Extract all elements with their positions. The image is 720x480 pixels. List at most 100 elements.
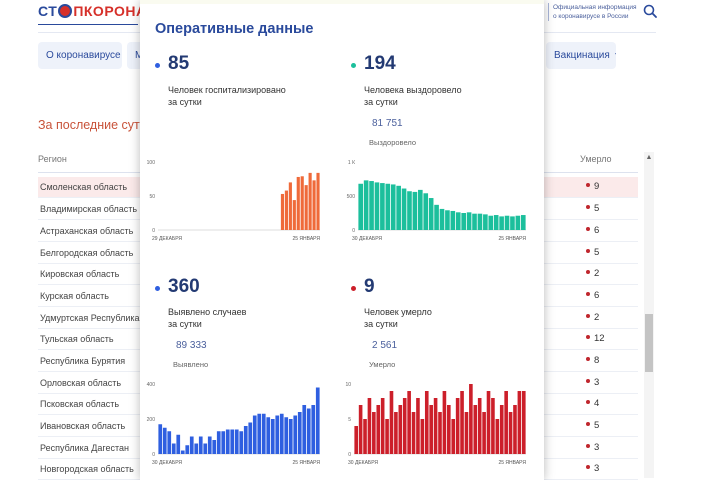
- chart-bar[interactable]: [461, 213, 466, 230]
- chart-bar[interactable]: [420, 419, 425, 454]
- chart-bar[interactable]: [212, 440, 217, 454]
- chart-bar[interactable]: [171, 443, 176, 455]
- table-scrollbar[interactable]: ▲: [644, 152, 654, 478]
- chart-bar[interactable]: [493, 215, 499, 230]
- chart-bar[interactable]: [374, 182, 380, 230]
- chart-bar[interactable]: [252, 415, 257, 455]
- chart-bar[interactable]: [510, 216, 515, 230]
- chart-bar[interactable]: [261, 413, 266, 454]
- chart-bar[interactable]: [517, 391, 522, 454]
- chart-bar[interactable]: [248, 422, 253, 455]
- chart-bar[interactable]: [162, 427, 167, 454]
- chart-bar[interactable]: [266, 417, 271, 454]
- chart-bar[interactable]: [243, 426, 248, 454]
- chart-bar[interactable]: [176, 434, 181, 454]
- chart-bar[interactable]: [439, 208, 445, 230]
- chart-bar[interactable]: [412, 191, 418, 230]
- chart-bar[interactable]: [358, 405, 363, 454]
- chart-bar[interactable]: [407, 391, 411, 454]
- chart-bar[interactable]: [308, 172, 312, 230]
- chart-bar[interactable]: [450, 210, 456, 230]
- chart-bar[interactable]: [358, 183, 364, 230]
- chart-bar[interactable]: [225, 429, 230, 455]
- chart-bar[interactable]: [315, 387, 320, 455]
- chart-bar[interactable]: [293, 415, 298, 455]
- chart-bar[interactable]: [418, 189, 423, 230]
- chart-bar[interactable]: [424, 391, 429, 454]
- column-header-region[interactable]: Регион: [38, 154, 67, 164]
- chart-bar[interactable]: [198, 436, 203, 455]
- chart-bar[interactable]: [311, 405, 316, 454]
- chart-bar[interactable]: [270, 419, 275, 454]
- nav-about-covid[interactable]: О коронавирусе▼: [38, 42, 122, 69]
- chart-bar[interactable]: [416, 398, 420, 454]
- chart-bar[interactable]: [455, 398, 460, 454]
- chart-bar[interactable]: [521, 391, 526, 454]
- chart-bar[interactable]: [396, 185, 401, 230]
- chart-bar[interactable]: [434, 204, 439, 230]
- chart-bar[interactable]: [296, 176, 300, 230]
- chart-bar[interactable]: [473, 405, 478, 454]
- column-header-deaths[interactable]: Умерло: [580, 154, 612, 164]
- chart-bar[interactable]: [189, 436, 194, 455]
- chart-bar[interactable]: [407, 191, 412, 230]
- chart-bar[interactable]: [180, 450, 185, 455]
- chart-bar[interactable]: [451, 419, 456, 454]
- chart-bar[interactable]: [469, 384, 473, 454]
- chart-bar[interactable]: [194, 443, 199, 455]
- chart-bar[interactable]: [495, 419, 500, 454]
- chart-bar[interactable]: [390, 184, 396, 230]
- chart-bar[interactable]: [288, 419, 293, 454]
- chart-bar[interactable]: [402, 398, 407, 454]
- chart-bar[interactable]: [372, 412, 376, 454]
- chart-bar[interactable]: [234, 429, 239, 455]
- chart-bar[interactable]: [292, 200, 296, 230]
- chart-bar[interactable]: [447, 405, 451, 454]
- chart-bar[interactable]: [477, 213, 483, 230]
- chart-bar[interactable]: [280, 193, 285, 230]
- chart-bar[interactable]: [464, 412, 469, 454]
- chart-bar[interactable]: [385, 419, 389, 454]
- chart-bar[interactable]: [302, 405, 307, 454]
- chart-bar[interactable]: [304, 185, 308, 230]
- chart-bar[interactable]: [158, 424, 163, 454]
- chart-bar[interactable]: [284, 190, 288, 230]
- chart-bar[interactable]: [297, 412, 302, 454]
- chart-bar[interactable]: [401, 188, 407, 230]
- chart-bar[interactable]: [207, 436, 212, 455]
- chart-bar[interactable]: [442, 391, 447, 454]
- chart-bar[interactable]: [477, 398, 482, 454]
- chart-bar[interactable]: [380, 398, 385, 454]
- chart-bar[interactable]: [423, 193, 429, 230]
- chart-bar[interactable]: [499, 216, 504, 230]
- chart-bar[interactable]: [429, 405, 433, 454]
- chart-bar[interactable]: [499, 405, 504, 454]
- chart-bar[interactable]: [230, 429, 235, 455]
- chart-bar[interactable]: [279, 413, 284, 454]
- chart-bar[interactable]: [389, 391, 394, 454]
- chart-bar[interactable]: [515, 215, 521, 230]
- chart-bar[interactable]: [438, 412, 442, 454]
- chart-bar[interactable]: [203, 443, 208, 455]
- chart-bar[interactable]: [508, 412, 513, 454]
- chart-bar[interactable]: [482, 412, 486, 454]
- chart-bar[interactable]: [491, 398, 495, 454]
- chart-bar[interactable]: [363, 180, 369, 230]
- chart-bar[interactable]: [472, 213, 477, 230]
- chart-bar[interactable]: [354, 426, 359, 454]
- chart-bar[interactable]: [504, 215, 510, 230]
- chart-bar[interactable]: [433, 398, 438, 454]
- chart-bar[interactable]: [460, 391, 464, 454]
- chart-bar[interactable]: [411, 412, 416, 454]
- chart-bar[interactable]: [257, 413, 262, 454]
- chart-bar[interactable]: [300, 176, 304, 230]
- chart-bar[interactable]: [239, 431, 244, 454]
- chart-bar[interactable]: [428, 198, 434, 230]
- chart-bar[interactable]: [394, 412, 398, 454]
- chart-bar[interactable]: [275, 415, 280, 455]
- chart-bar[interactable]: [380, 183, 385, 230]
- chart-bar[interactable]: [216, 431, 221, 454]
- chart-bar[interactable]: [312, 180, 316, 230]
- chart-bar[interactable]: [445, 210, 450, 230]
- chart-bar[interactable]: [363, 419, 367, 454]
